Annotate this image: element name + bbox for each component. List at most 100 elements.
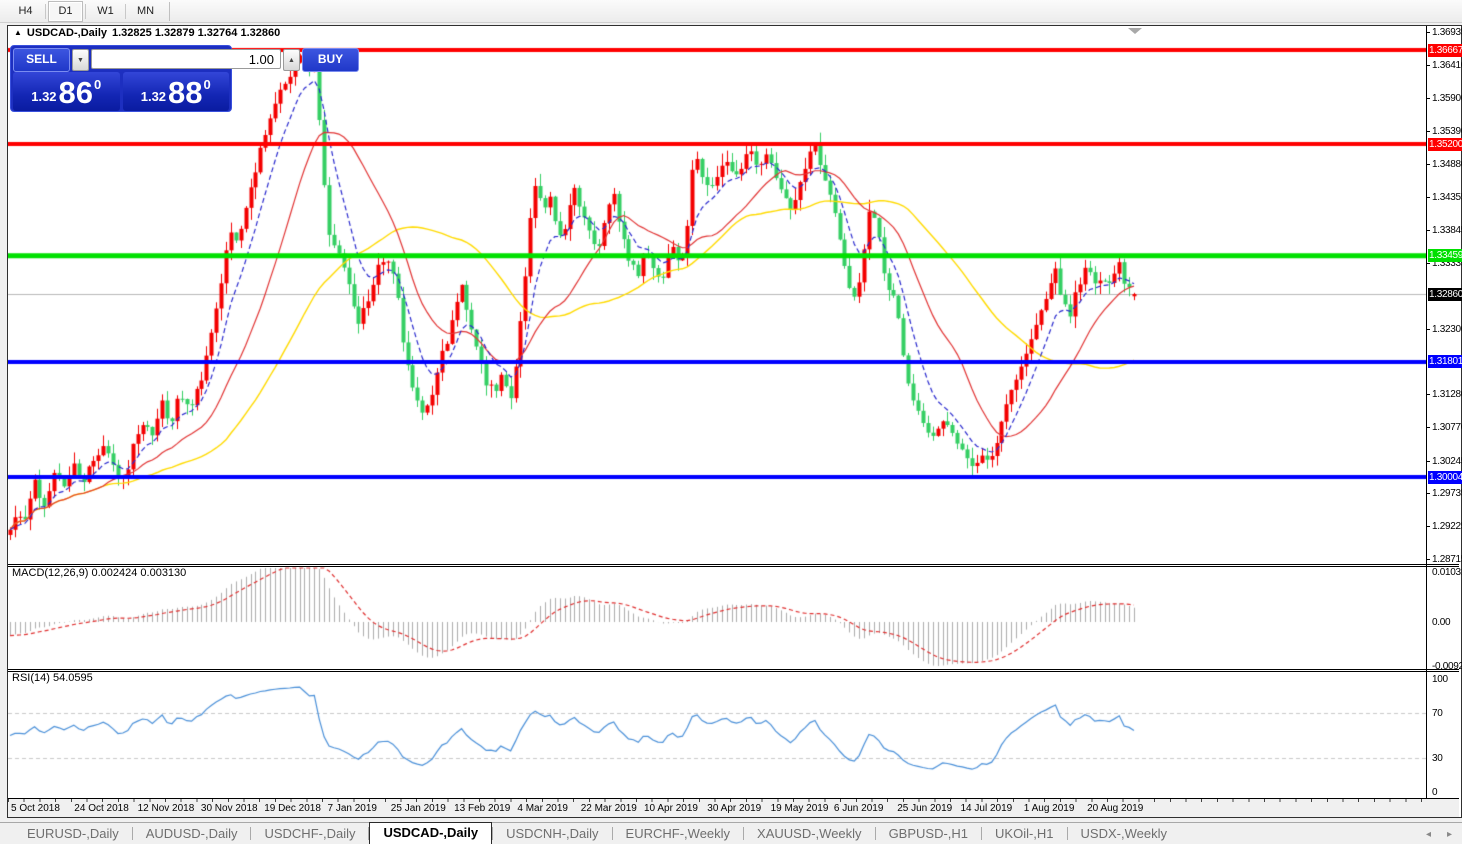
price-level-badge: 1.33459 <box>1428 249 1462 263</box>
price-axis-border <box>1426 26 1427 798</box>
sell-button[interactable]: SELL <box>13 48 70 72</box>
date-axis-label: 6 Jun 2019 <box>833 803 884 814</box>
tab-scroll-buttons: ◂ ▸ <box>1426 824 1452 844</box>
rsi-canvas[interactable] <box>8 671 1426 798</box>
toolbar-separator <box>125 3 126 19</box>
date-axis-label: 24 Oct 2018 <box>74 803 129 814</box>
timeframe-button-w1[interactable]: W1 <box>97 4 114 17</box>
macd-axis-tick: 0.010311 <box>1432 567 1462 578</box>
tab-separator <box>368 827 370 840</box>
tab-separator <box>611 827 613 840</box>
price-axis-tick: 1.33335 <box>1425 258 1462 269</box>
buy-button[interactable]: BUY <box>302 48 359 72</box>
price-axis-tick: 1.33845 <box>1425 225 1462 236</box>
rsi-axis-tick: 100 <box>1432 674 1448 685</box>
timeframe-button-h4[interactable]: H4 <box>18 4 33 17</box>
rsi-axis-tick: 30 <box>1432 753 1443 765</box>
chart-tab-usdchf[interactable]: USDCHF-,Daily <box>264 826 356 841</box>
toolbar-separator <box>45 3 46 19</box>
pane-separator[interactable] <box>8 669 1459 670</box>
time-axis[interactable]: 5 Oct 2018 24 Oct 2018 12 Nov 2018 30 Nov 2… <box>8 799 1459 817</box>
date-axis-label: 30 Apr 2019 <box>707 803 762 814</box>
buy-price-pip: 0 <box>203 77 211 92</box>
buy-price-big: 88 <box>168 75 203 110</box>
price-axis-tick: 1.29225 <box>1425 521 1462 532</box>
chart-tab-usdcnh[interactable]: USDCNH-,Daily <box>506 826 599 841</box>
price-level-badge: 1.30004 <box>1428 470 1462 484</box>
chart-title: ▲ USDCAD-,Daily 1.32825 1.32879 1.32764 … <box>14 27 280 39</box>
chart-ohlc-values: 1.32825 1.32879 1.32764 1.32860 <box>112 27 281 39</box>
macd-axis-tick: 0.00 <box>1432 617 1451 628</box>
buy-price-display[interactable]: 1.32 88 0 <box>122 72 229 111</box>
price-axis-tick: 1.36410 <box>1425 60 1462 71</box>
price-axis-tick: 1.32300 <box>1425 324 1462 335</box>
price-axis-tick: 1.34880 <box>1425 159 1462 170</box>
date-axis-label: 13 Feb 2019 <box>454 803 511 814</box>
price-axis-tick: 1.35900 <box>1425 93 1462 104</box>
price-axis-tick: 1.30770 <box>1425 422 1462 433</box>
volume-input[interactable] <box>91 49 281 69</box>
pane-separator[interactable] <box>8 566 1459 567</box>
pane-separator[interactable] <box>8 671 1459 672</box>
tab-scroll-right-icon[interactable]: ▸ <box>1446 828 1452 840</box>
date-axis-label: 19 Dec 2018 <box>264 803 321 814</box>
date-axis-label: 12 Nov 2018 <box>137 803 195 814</box>
macd-canvas[interactable] <box>8 566 1426 669</box>
buy-price-base: 1.32 <box>140 89 167 104</box>
chart-tab-usdx[interactable]: USDX-,Weekly <box>1080 826 1167 841</box>
price-level-badge: 1.31801 <box>1428 355 1462 369</box>
price-chart-canvas[interactable] <box>8 26 1426 564</box>
price-axis-tick: 1.30245 <box>1425 456 1462 467</box>
chart-shift-marker-icon[interactable] <box>1128 28 1142 34</box>
date-axis-label: 19 May 2019 <box>770 803 829 814</box>
date-axis-label: 20 Aug 2019 <box>1087 803 1144 814</box>
price-axis-tick: 1.31280 <box>1425 389 1462 400</box>
price-level-badge: 1.36667 <box>1428 43 1462 57</box>
chart-tab-bar: EURUSD-,Daily AUDUSD-,Daily USDCHF-,Daily U… <box>0 822 1462 844</box>
date-axis-label: 1 Aug 2019 <box>1023 803 1075 814</box>
chart-tab-eurchf[interactable]: EURCHF-,Weekly <box>625 826 731 841</box>
date-axis-label: 22 Mar 2019 <box>580 803 637 814</box>
date-axis-label: 4 Mar 2019 <box>517 803 568 814</box>
macd-indicator-label: MACD(12,26,9) 0.002424 0.003130 <box>12 567 187 579</box>
date-axis-label: 14 Jul 2019 <box>960 803 1013 814</box>
pane-separator[interactable] <box>8 564 1459 565</box>
date-axis-label: 10 Apr 2019 <box>644 803 698 814</box>
chart-tab-gbpusd[interactable]: GBPUSD-,H1 <box>888 826 969 841</box>
volume-increase-button[interactable]: ▲ <box>283 49 300 71</box>
pane-separator <box>8 798 1459 799</box>
sell-price-base: 1.32 <box>31 89 57 104</box>
trade-panel-collapse-icon[interactable]: ▲ <box>14 28 22 37</box>
date-axis-label: 30 Nov 2018 <box>200 803 258 814</box>
price-level-badge: 1.35200 <box>1428 137 1462 151</box>
price-axis-tick: 1.36935 <box>1425 27 1462 38</box>
date-axis-label: 25 Jan 2019 <box>390 803 446 814</box>
price-axis-tick: 1.34355 <box>1425 192 1462 203</box>
rsi-indicator-label: RSI(14) 54.0595 <box>12 672 93 684</box>
chart-tab-xauusd[interactable]: XAUUSD-,Weekly <box>757 826 862 841</box>
date-axis-label: 7 Jan 2019 <box>327 803 378 814</box>
chart-tab-audusd[interactable]: AUDUSD-,Daily <box>145 826 238 841</box>
volume-decrease-button[interactable]: ▼ <box>72 49 89 71</box>
toolbar-separator <box>169 1 170 21</box>
date-axis-label: 25 Jun 2019 <box>897 803 953 814</box>
chart-symbol-label: USDCAD-,Daily <box>26 27 107 39</box>
timeframe-toolbar: H4 D1 W1 MN <box>0 0 1462 23</box>
current-price-badge: 1.32860 <box>1428 287 1462 301</box>
tab-scroll-left-icon[interactable]: ◂ <box>1425 828 1431 840</box>
chart-tab-eurusd[interactable]: EURUSD-,Daily <box>27 826 119 841</box>
date-axis-label: 5 Oct 2018 <box>11 803 60 814</box>
chart-tab-ukoil[interactable]: UKOil-,H1 <box>995 826 1054 841</box>
tab-separator <box>492 827 494 840</box>
price-axis-tick: 1.28715 <box>1425 554 1462 565</box>
sell-price-display[interactable]: 1.32 86 0 <box>13 72 120 111</box>
chart-tab-usdcad[interactable]: USDCAD-,Daily <box>369 822 493 844</box>
timeframe-button-mn[interactable]: MN <box>136 4 155 17</box>
sell-price-big: 86 <box>58 75 94 110</box>
tab-separator <box>250 827 252 840</box>
tab-separator <box>874 827 876 840</box>
tab-separator <box>743 827 745 840</box>
sell-price-pip: 0 <box>94 77 102 92</box>
timeframe-button-d1[interactable]: D1 <box>48 0 83 22</box>
